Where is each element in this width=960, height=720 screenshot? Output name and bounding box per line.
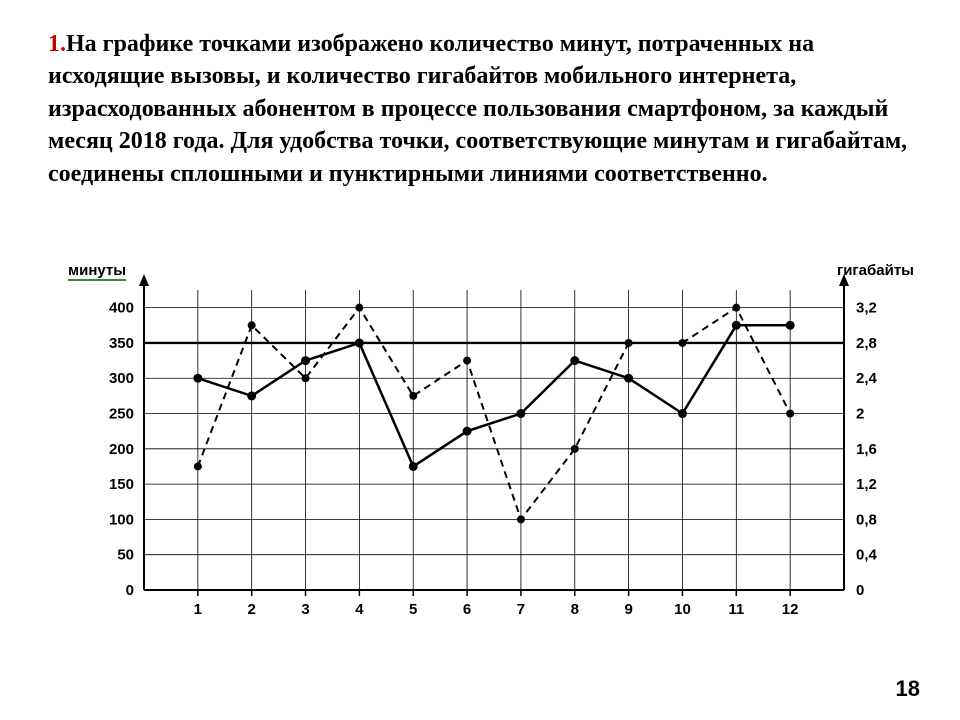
svg-text:11: 11 — [728, 601, 744, 618]
svg-text:1,6: 1,6 — [856, 441, 877, 458]
svg-text:0: 0 — [856, 582, 864, 599]
svg-text:5: 5 — [409, 601, 417, 618]
svg-text:7: 7 — [517, 601, 525, 618]
svg-text:10: 10 — [674, 601, 691, 618]
svg-text:3,2: 3,2 — [856, 300, 877, 317]
svg-text:2,4: 2,4 — [856, 370, 878, 387]
svg-text:300: 300 — [109, 370, 134, 387]
svg-text:9: 9 — [624, 601, 632, 618]
svg-text:50: 50 — [117, 547, 134, 564]
svg-text:150: 150 — [109, 476, 134, 493]
task-text: 1.На графике точками изображено количест… — [0, 0, 960, 200]
svg-text:3: 3 — [301, 601, 309, 618]
svg-text:1: 1 — [194, 601, 202, 618]
svg-text:1,2: 1,2 — [856, 476, 877, 493]
svg-text:350: 350 — [109, 335, 134, 352]
svg-text:8: 8 — [571, 601, 579, 618]
svg-text:0,4: 0,4 — [856, 547, 878, 564]
svg-text:12: 12 — [782, 601, 799, 618]
page-number: 18 — [896, 676, 920, 702]
y-left-axis-title: минуты — [68, 262, 126, 281]
svg-text:4: 4 — [355, 601, 364, 618]
task-number: 1. — [48, 31, 66, 57]
svg-text:6: 6 — [463, 601, 471, 618]
task-body: На графике точками изображено количество… — [48, 31, 907, 187]
svg-text:100: 100 — [109, 511, 134, 528]
svg-text:400: 400 — [109, 300, 134, 317]
chart-svg: 1234567891011120501001502002503003504000… — [72, 268, 892, 668]
svg-text:2,8: 2,8 — [856, 335, 877, 352]
svg-text:2: 2 — [856, 406, 864, 423]
svg-text:200: 200 — [109, 441, 134, 458]
y-right-axis-title: гигабайты — [837, 262, 914, 279]
svg-text:0: 0 — [126, 582, 134, 599]
chart-container: минуты гигабайты 12345678910111205010015… — [72, 268, 892, 668]
svg-text:250: 250 — [109, 406, 134, 423]
svg-text:2: 2 — [248, 601, 256, 618]
svg-text:0,8: 0,8 — [856, 511, 877, 528]
